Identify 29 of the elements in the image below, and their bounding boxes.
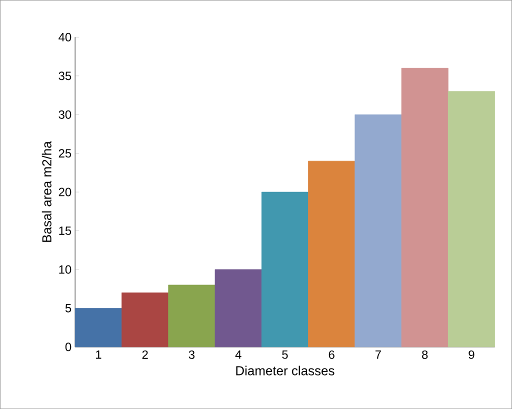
bar (448, 91, 496, 348)
y-tick-label: 0 (65, 342, 72, 352)
bar (122, 292, 169, 348)
y-tick-label: 25 (58, 149, 72, 158)
x-tick-label: 5 (282, 350, 288, 359)
bar (308, 160, 356, 348)
bar (261, 192, 308, 348)
bar (354, 114, 402, 348)
x-tick-label: 3 (188, 350, 195, 359)
bar (74, 308, 122, 348)
y-tick-label: 15 (59, 226, 72, 235)
y-tick-label: 20 (58, 188, 72, 196)
x-axis-title: Diameter classes (236, 366, 334, 376)
x-tick-label: 1 (96, 350, 102, 359)
x-tick-label: 2 (142, 350, 148, 359)
x-tick-label: 7 (376, 350, 381, 359)
x-tick-label: 8 (422, 350, 428, 359)
y-tick-label: 30 (58, 110, 72, 119)
x-tick-label: 4 (235, 350, 242, 359)
bar (401, 68, 448, 348)
x-tick-label: 6 (328, 350, 334, 359)
bar (168, 284, 216, 348)
bar (214, 269, 262, 348)
y-axis-title: Basal area m2/ha (42, 141, 52, 242)
y-tick-label: 5 (65, 304, 72, 312)
y-tick-label: 10 (59, 265, 72, 274)
y-tick-label: 40 (58, 32, 72, 42)
y-tick-label: 35 (58, 72, 72, 80)
x-tick-label: 9 (468, 350, 474, 359)
